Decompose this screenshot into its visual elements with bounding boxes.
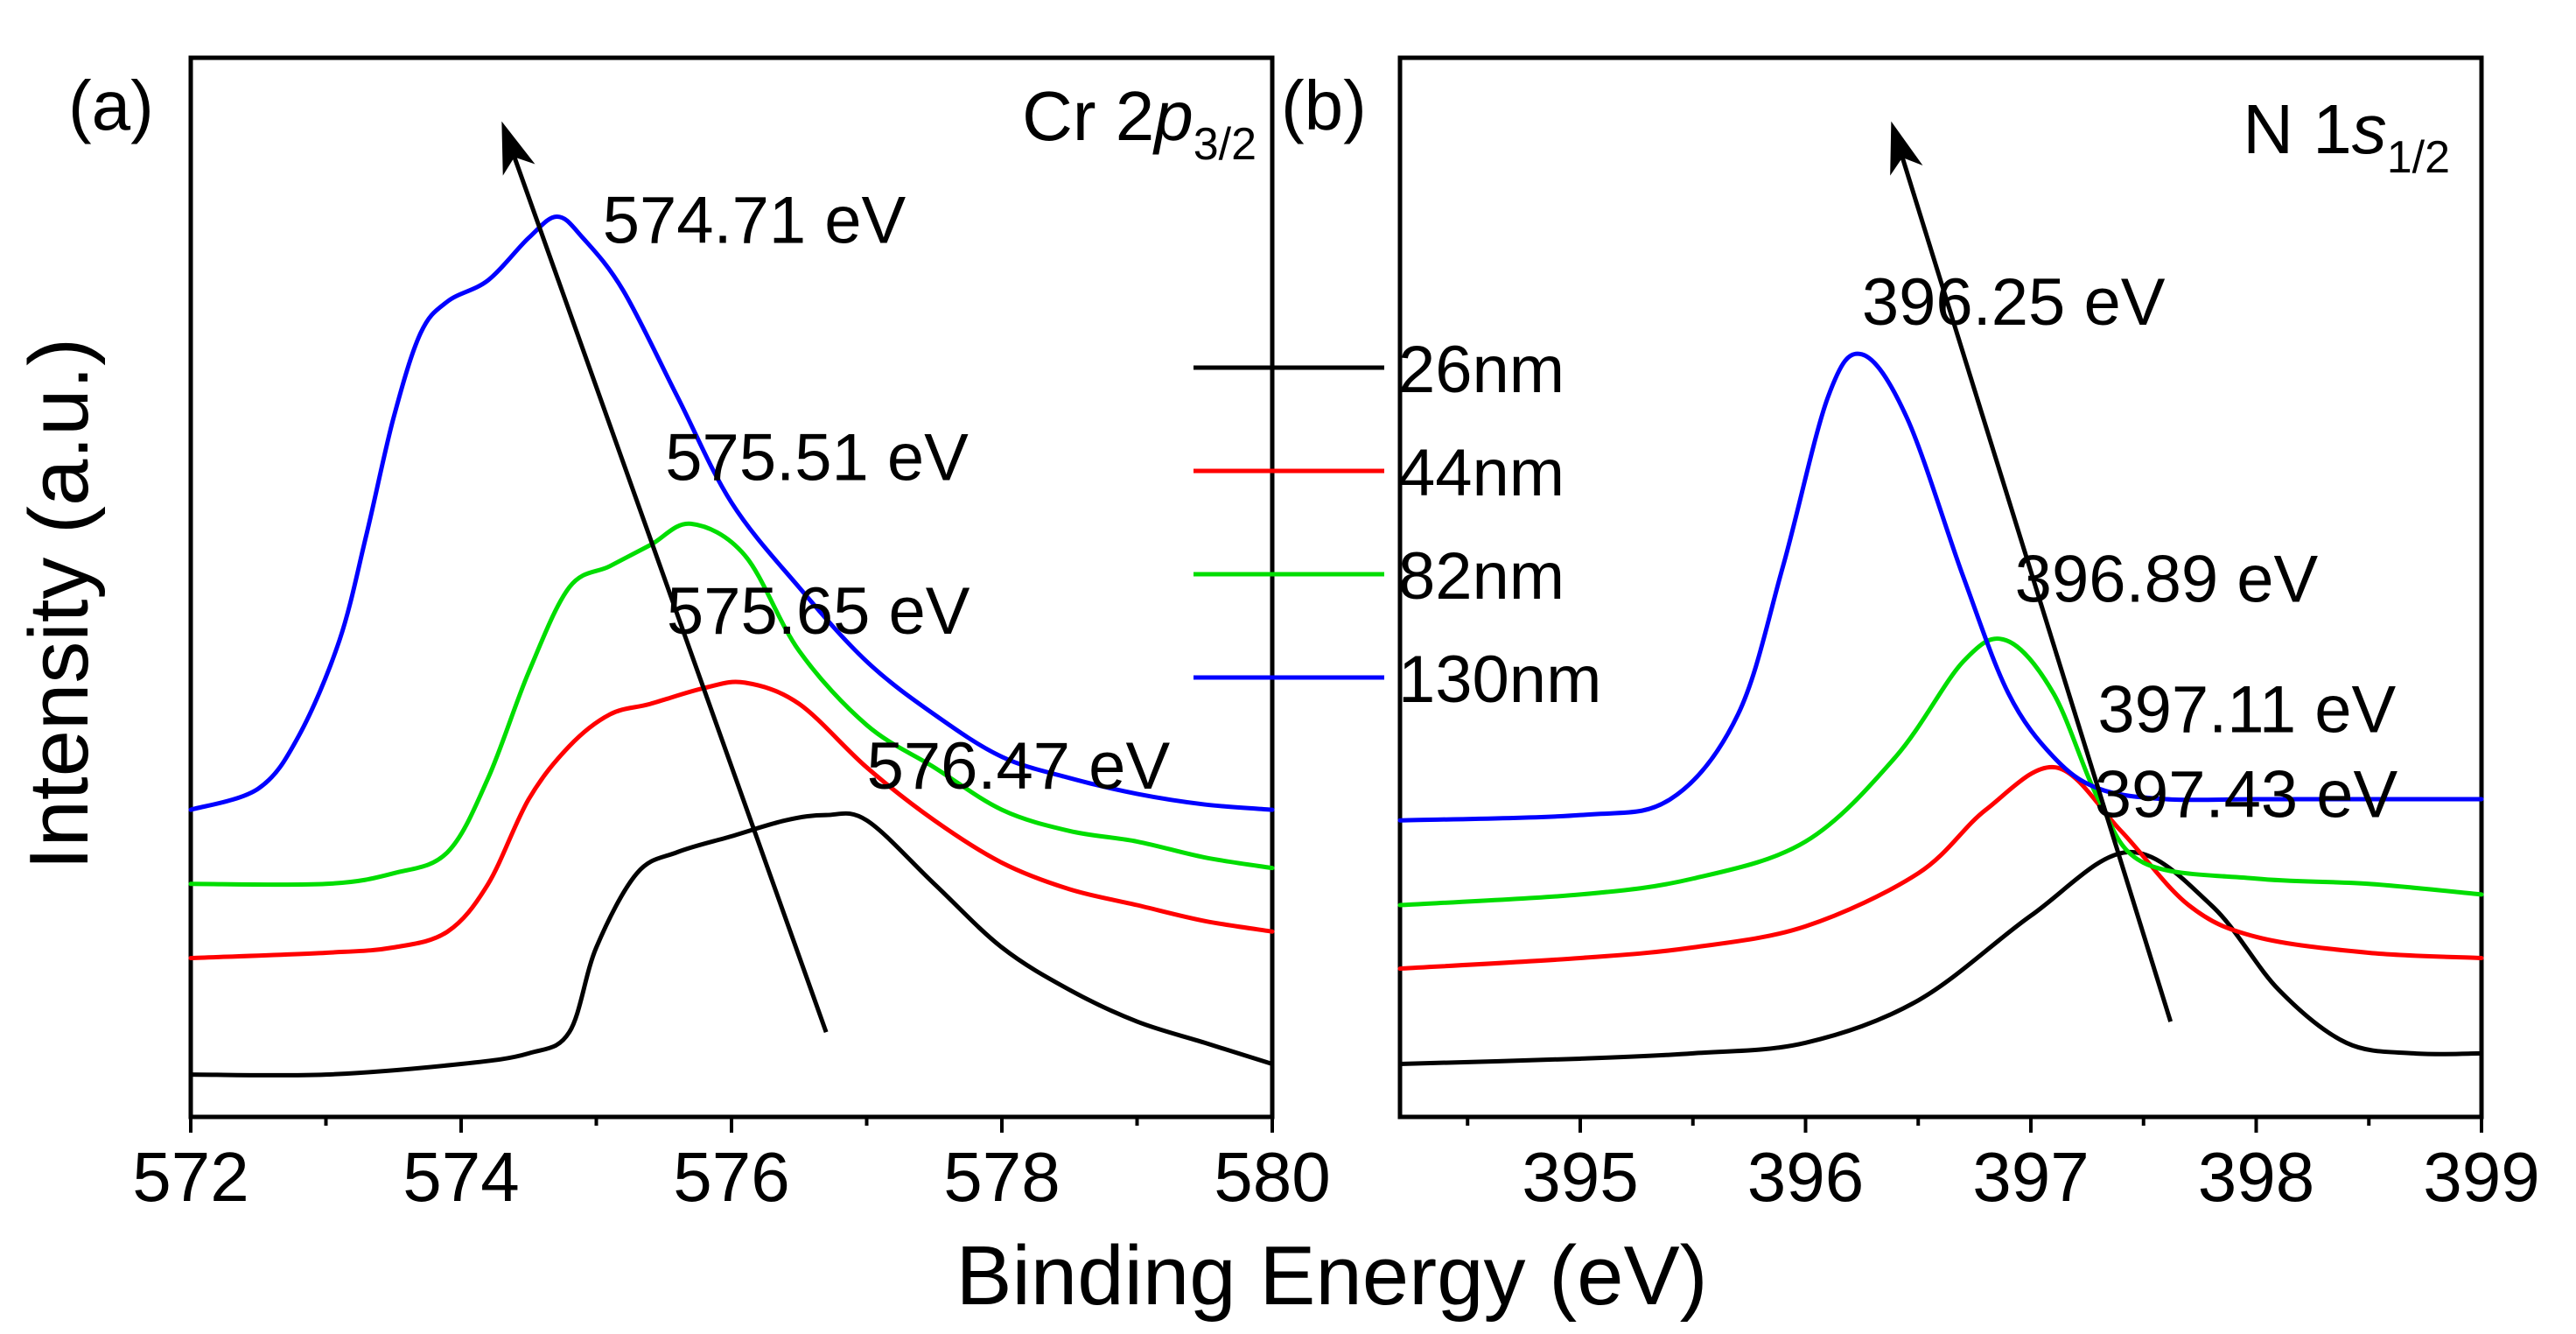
panel-a-peak-label: 574.71 eV <box>603 184 906 258</box>
panel-b-xtick-label: 397 <box>1972 1138 2089 1216</box>
legend-label-44nm: 44nm <box>1398 436 1564 510</box>
panel-a-series-82nm <box>188 521 1275 888</box>
panel-b-peak-label: 396.89 eV <box>2015 543 2319 617</box>
legend-label-82nm: 82nm <box>1398 539 1564 614</box>
panel-b-xtick-label: 395 <box>1522 1138 1638 1216</box>
legend-label-130nm: 130nm <box>1398 642 1601 717</box>
y-axis-title: Intensity (a.u.) <box>12 338 106 870</box>
panel-a-xtick-label: 580 <box>1214 1138 1330 1216</box>
legend: 26nm 44nm 82nm 130nm <box>1194 333 1601 717</box>
panel-a-series-130nm <box>188 214 1275 812</box>
panel-a-ticks: 572 574 576 578 580 <box>132 1117 1331 1216</box>
panel-b-xtick-label: 398 <box>2198 1138 2314 1216</box>
panel-a-title: Cr 2p3/2 <box>1022 77 1256 170</box>
panel-b-trend-arrow-head <box>1890 121 1923 176</box>
panel-a-label: (a) <box>68 67 154 144</box>
panel-b-series-44nm <box>1397 764 2484 972</box>
x-axis-title: Binding Energy (eV) <box>956 1229 1707 1323</box>
panel-a-peak-label: 575.51 eV <box>665 420 969 495</box>
panel-b-frame <box>1397 55 2484 1120</box>
panel-a-peak-label: 576.47 eV <box>867 729 1171 804</box>
panel-b-peak-label: 397.43 eV <box>2095 758 2398 832</box>
panel-b-label: (b) <box>1281 67 1367 144</box>
panel-b: (b) N 1s1/2 395 396 397 398 399 396.25 eV396… <box>1281 55 2540 1216</box>
panel-b-xtick-label: 396 <box>1747 1138 1864 1216</box>
panel-a-series-44nm <box>188 679 1275 960</box>
panel-a-xtick-label: 572 <box>132 1138 248 1216</box>
panel-b-series-82nm <box>1397 636 2484 908</box>
panel-a-trend-arrow-shaft <box>512 156 829 1034</box>
panel-a: (a) Cr 2p3/2 572 574 576 578 580 574.71 eV57… <box>68 55 1331 1216</box>
panel-b-peak-label: 397.11 eV <box>2097 673 2396 748</box>
panel-b-trend-arrow-shaft <box>1900 157 2174 1022</box>
panel-a-trend-arrow-head <box>501 121 536 176</box>
panel-a-peak-label: 575.65 eV <box>667 574 970 649</box>
panel-a-xtick-label: 578 <box>943 1138 1060 1216</box>
panel-a-series-26nm <box>188 811 1275 1078</box>
panel-b-arrow <box>1890 121 2174 1022</box>
panel-b-curves <box>1397 351 2484 1066</box>
panel-b-ticks: 395 396 397 398 399 <box>1466 1117 2540 1216</box>
panel-b-series-26nm <box>1397 849 2484 1066</box>
panel-b-peak-label: 396.25 eV <box>1862 265 2166 340</box>
panel-b-series-130nm <box>1397 351 2484 823</box>
panel-b-peak-labels: 396.25 eV 396.89 eV 397.11 eV 397.43 eV <box>1862 265 2398 832</box>
panel-a-xtick-label: 576 <box>673 1138 789 1216</box>
panel-a-peak-labels: 574.71 eV 575.51 eV 575.65 eV 576.47 eV <box>603 184 1171 804</box>
panel-b-xtick-label: 399 <box>2423 1138 2539 1216</box>
panel-b-title: N 1s1/2 <box>2243 90 2450 183</box>
legend-label-26nm: 26nm <box>1398 333 1564 407</box>
panel-a-arrow <box>501 121 829 1034</box>
panel-a-xtick-label: 574 <box>402 1138 519 1216</box>
